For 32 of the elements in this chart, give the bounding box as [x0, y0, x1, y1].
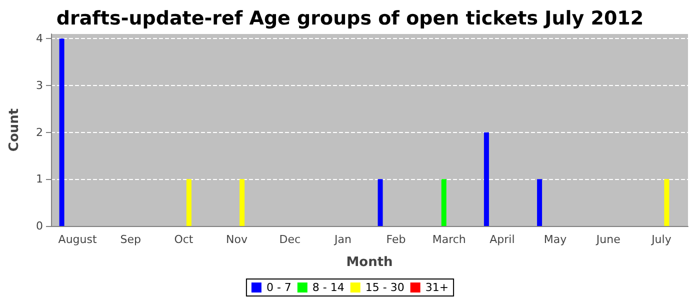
- bar: [186, 179, 192, 226]
- legend-label: 0 - 7: [266, 281, 292, 294]
- legend-label: 15 - 30: [365, 281, 404, 294]
- y-tick-label: 4: [36, 32, 43, 46]
- x-tick-label: Jan: [333, 233, 352, 246]
- legend-label: 31+: [425, 281, 449, 294]
- x-tick-label: Oct: [174, 233, 194, 246]
- y-tick-label: 2: [36, 126, 43, 139]
- legend-label: 8 - 14: [312, 281, 344, 294]
- bar: [484, 132, 489, 226]
- x-tick-label: June: [595, 233, 621, 246]
- chart-title: drafts-update-ref Age groups of open tickets July 2012: [56, 8, 644, 30]
- y-axis-title: Count: [7, 108, 22, 152]
- x-tick-label: July: [650, 233, 672, 246]
- bar: [441, 179, 446, 226]
- y-tick-label: 0: [36, 220, 43, 232]
- x-tick-label: April: [490, 233, 515, 246]
- bar: [537, 179, 542, 226]
- x-tick-label: August: [58, 233, 98, 246]
- y-tick-label: 3: [36, 79, 43, 92]
- bar: [664, 179, 670, 226]
- x-axis-title: Month: [346, 255, 393, 270]
- bar: [378, 179, 383, 226]
- bar: [59, 38, 64, 226]
- x-tick-label: May: [544, 233, 568, 246]
- x-tick-label: Dec: [279, 233, 301, 246]
- x-tick-label: Feb: [386, 233, 406, 246]
- bar: [240, 179, 245, 226]
- x-tick-label: Nov: [226, 233, 248, 246]
- x-tick-label: Sep: [120, 233, 142, 246]
- x-tick-label: March: [432, 233, 466, 246]
- y-tick-label: 1: [36, 172, 43, 186]
